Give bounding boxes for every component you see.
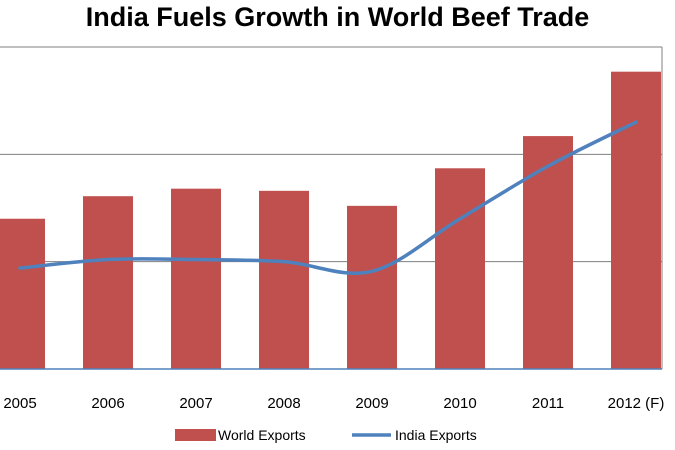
bar-world-exports	[611, 71, 661, 369]
legend-label-world-exports: World Exports	[218, 427, 306, 443]
x-tick-label: 2008	[267, 395, 300, 412]
bar-world-exports	[347, 205, 397, 369]
x-tick-label: 2007	[179, 395, 212, 412]
legend-label-india-exports: India Exports	[395, 427, 477, 443]
x-tick-label: 2009	[355, 395, 388, 412]
x-tick-label: 2012 (F)	[608, 395, 665, 412]
x-tick-label: 2005	[3, 395, 36, 412]
x-tick-label: 2010	[443, 395, 476, 412]
bar-world-exports	[0, 218, 45, 369]
legend: World Exports India Exports	[175, 427, 477, 443]
x-tick-labels: 2005 2006 2007 2008 2009 2010 2011 2012 (F)	[3, 395, 664, 412]
bar-world-exports	[171, 188, 221, 369]
bar-world-exports	[259, 190, 309, 369]
bar-world-exports	[435, 168, 485, 369]
line-india-exports	[18, 120, 638, 276]
legend-swatch-world-exports	[175, 429, 216, 441]
bars-world-exports	[0, 71, 661, 369]
bar-world-exports	[83, 196, 133, 369]
x-tick-label: 2006	[91, 395, 124, 412]
x-tick-label: 2011	[532, 395, 564, 412]
chart-title: India Fuels Growth in World Beef Trade	[85, 2, 590, 32]
bar-world-exports	[523, 136, 573, 369]
line-india-exports-path	[18, 120, 638, 276]
